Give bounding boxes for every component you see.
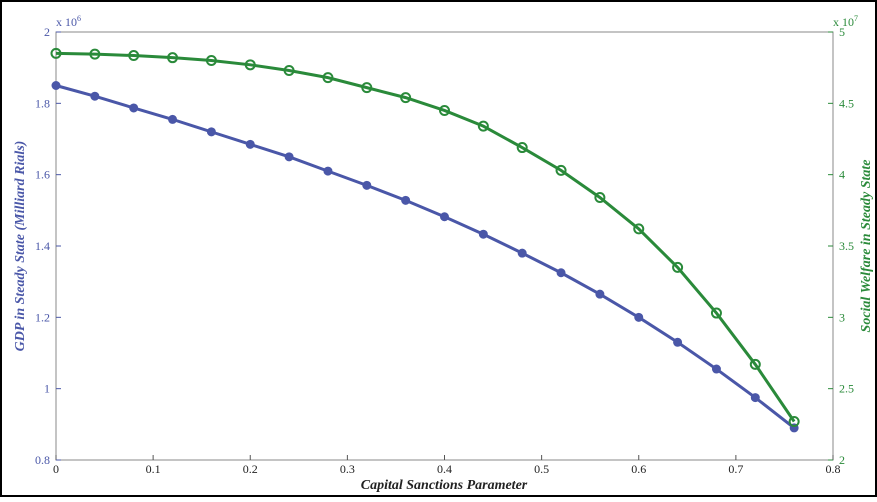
y-tick-label: 1.8 [35,96,50,110]
y-multiplier: x 106 [56,14,81,29]
point [439,104,450,116]
x-tick-label: 0.3 [340,462,355,476]
y-tick-label: 1.2 [35,310,50,324]
y2-tick-label: 5 [839,25,845,39]
x-tick-label: 0.1 [146,462,161,476]
point [555,164,567,176]
point [284,152,294,162]
point [168,114,178,124]
point [167,52,179,64]
y2-tick-label: 2 [839,453,845,467]
y2-tick-label: 2.5 [839,382,854,396]
exponent: 6 [77,14,81,23]
x-tick-label: 0.2 [243,462,258,476]
point [362,180,372,190]
y2-tick-label: 4 [839,168,845,182]
point [322,72,334,84]
point [673,337,683,347]
series-line [55,51,796,423]
point [205,55,217,67]
y2-axis-label: Social Welfare in Steady State [859,160,874,333]
x-tick-label: 0.4 [437,462,452,476]
point [594,191,606,203]
point [51,81,61,90]
point [556,268,566,278]
point [244,59,256,71]
point [323,166,333,176]
y2-tick-label: 4.5 [839,96,854,110]
point [206,127,216,137]
point [478,229,488,239]
series-line [55,84,796,430]
y2-tick-label: 3.5 [839,239,854,253]
base: x 10 [833,15,854,29]
point [595,289,605,299]
y2-tick-label: 3 [839,310,845,324]
point [440,212,449,222]
y-tick-label: 2 [44,25,50,39]
point [401,195,411,205]
y-tick-label: 1 [44,382,50,396]
y-tick-label: 1.6 [35,168,50,182]
point [672,261,684,273]
point [633,223,645,235]
x-axis-label: Capital Sanctions Parameter [361,478,528,493]
point [89,48,101,60]
point [749,358,761,370]
x-tick-label: 0.7 [728,462,743,476]
point [711,364,721,374]
point [634,312,644,322]
x-tick-label: 0.6 [631,462,646,476]
point [129,103,139,113]
point [361,82,373,94]
point [710,307,722,319]
point [400,92,412,104]
point [90,91,100,101]
point [477,120,489,132]
point [50,47,62,59]
point [750,393,760,403]
x-tick-label: 0.5 [534,462,549,476]
x-tick-label: 0.8 [826,462,841,476]
point [128,50,140,62]
point [788,415,800,427]
y-tick-label: 0.8 [35,453,50,467]
exponent: 7 [854,14,858,23]
x-tick-label: 0 [53,462,59,476]
base: x 10 [56,15,77,29]
point [283,65,295,77]
y-axis-label: GDP in Steady State (Milliard Rials) [13,141,28,352]
point [517,248,527,258]
point [245,139,255,149]
y2-multiplier: x 107 [833,14,858,29]
y-tick-label: 1.4 [35,239,50,253]
point [516,142,528,154]
